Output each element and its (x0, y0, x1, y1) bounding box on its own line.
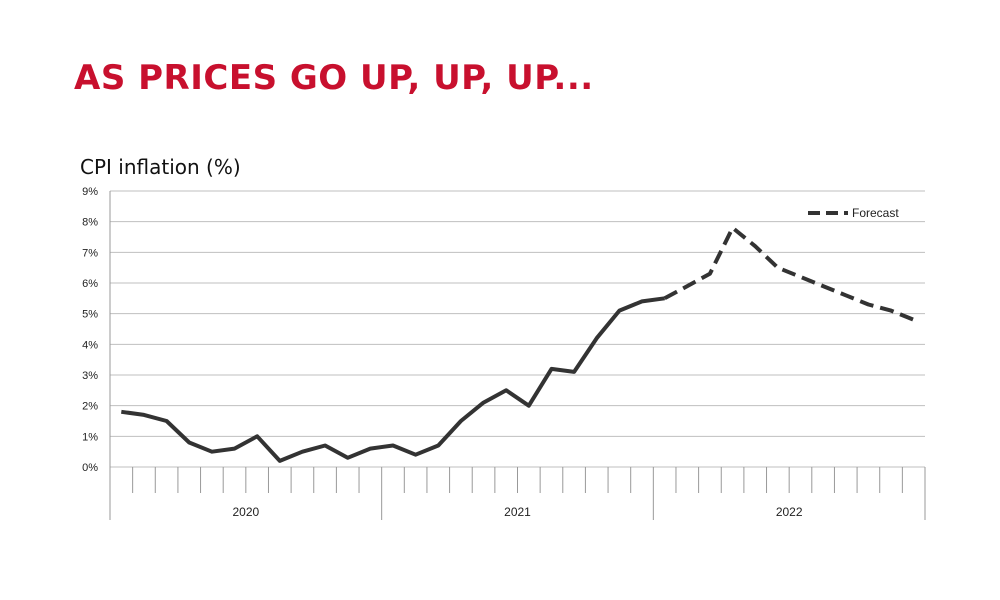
y-tick-label: 6% (82, 278, 98, 290)
y-tick-label: 7% (82, 247, 98, 259)
forecast-line (663, 225, 915, 322)
legend-forecast-label: Forecast (852, 206, 899, 220)
y-tick-label: 1% (82, 431, 98, 443)
x-year-label: 2020 (232, 505, 259, 519)
y-tick-label: 8% (82, 217, 98, 229)
series-lines (121, 225, 915, 463)
y-tick-label: 2% (82, 401, 98, 413)
x-year-label: 2021 (504, 505, 531, 519)
x-axis: 2020 2021 2022 (109, 191, 926, 520)
grid-lines (110, 190, 925, 468)
legend: Forecast (808, 206, 899, 220)
y-tick-label: 9% (82, 186, 98, 198)
y-tick-label: 0% (82, 462, 98, 474)
y-tick-label: 4% (82, 339, 98, 351)
actual-cpi-line (121, 296, 665, 463)
headline: AS PRICES GO UP, UP, UP... (74, 58, 594, 98)
chart-title: CPI inflation (%) (80, 155, 241, 179)
x-year-label: 2022 (776, 505, 803, 519)
y-tick-label: 5% (82, 309, 98, 321)
y-axis-ticks: 0% 1% 2% 3% 4% 5% 6% 7% 8% 9% (82, 186, 98, 474)
y-tick-label: 3% (82, 370, 98, 382)
